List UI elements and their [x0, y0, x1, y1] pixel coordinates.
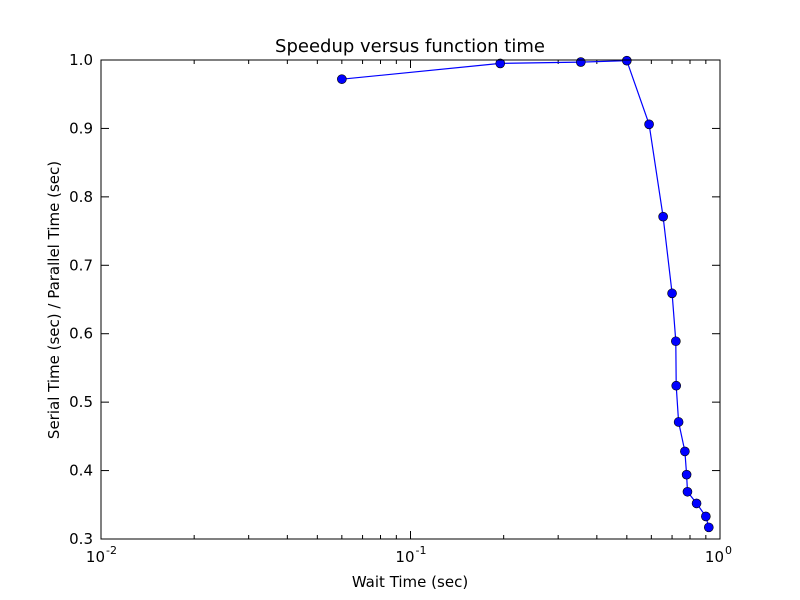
x-axis-label: Wait Time (sec) — [352, 573, 468, 591]
data-point — [691, 498, 702, 509]
x-tick-label-exponent: -1 — [416, 544, 427, 557]
y-tick-label: 0.4 — [69, 462, 93, 480]
x-tick-label-base: 10 — [705, 548, 724, 566]
data-point — [701, 511, 711, 522]
data-point — [644, 119, 654, 130]
data-point — [622, 55, 632, 66]
y-tick-label: 0.9 — [69, 119, 93, 137]
series-group — [337, 55, 714, 533]
plot-frame — [100, 59, 721, 540]
y-axis-label: Serial Time (sec) / Parallel Time (sec) — [45, 161, 63, 439]
data-point — [658, 211, 668, 222]
y-tick-label: 0.7 — [69, 256, 93, 274]
y-tick-label: 0.8 — [69, 188, 93, 206]
x-tick-label: 10 0 — [705, 544, 732, 566]
x-tick-label: 10 -2 — [86, 544, 117, 566]
plot-area — [101, 60, 720, 539]
data-point — [671, 380, 682, 391]
data-point — [575, 57, 586, 67]
x-tick-label-exponent: 0 — [725, 544, 732, 557]
data-point — [703, 522, 714, 533]
data-point — [682, 486, 693, 497]
x-tick-label-base: 10 — [395, 548, 414, 566]
y-tick-label: 0.3 — [69, 530, 93, 548]
data-point — [495, 58, 506, 69]
tick-labels: 0.30.40.50.60.70.80.91.010 -2 10 -1 10 0 — [69, 51, 732, 566]
data-point — [680, 446, 690, 457]
y-tick-label: 0.6 — [69, 325, 93, 343]
data-point — [671, 336, 681, 347]
data-point — [681, 469, 692, 480]
series-line — [341, 60, 710, 528]
y-tick-label: 0.5 — [69, 393, 93, 411]
data-point — [667, 288, 677, 299]
data-point — [337, 74, 347, 84]
x-tick-label-exponent: -2 — [106, 544, 117, 557]
x-tick-label: 10 -1 — [395, 544, 426, 566]
x-tick-label-base: 10 — [86, 548, 105, 566]
y-tick-label: 1.0 — [69, 51, 93, 69]
data-point — [673, 417, 684, 427]
chart-title: Speedup versus function time — [275, 36, 545, 57]
